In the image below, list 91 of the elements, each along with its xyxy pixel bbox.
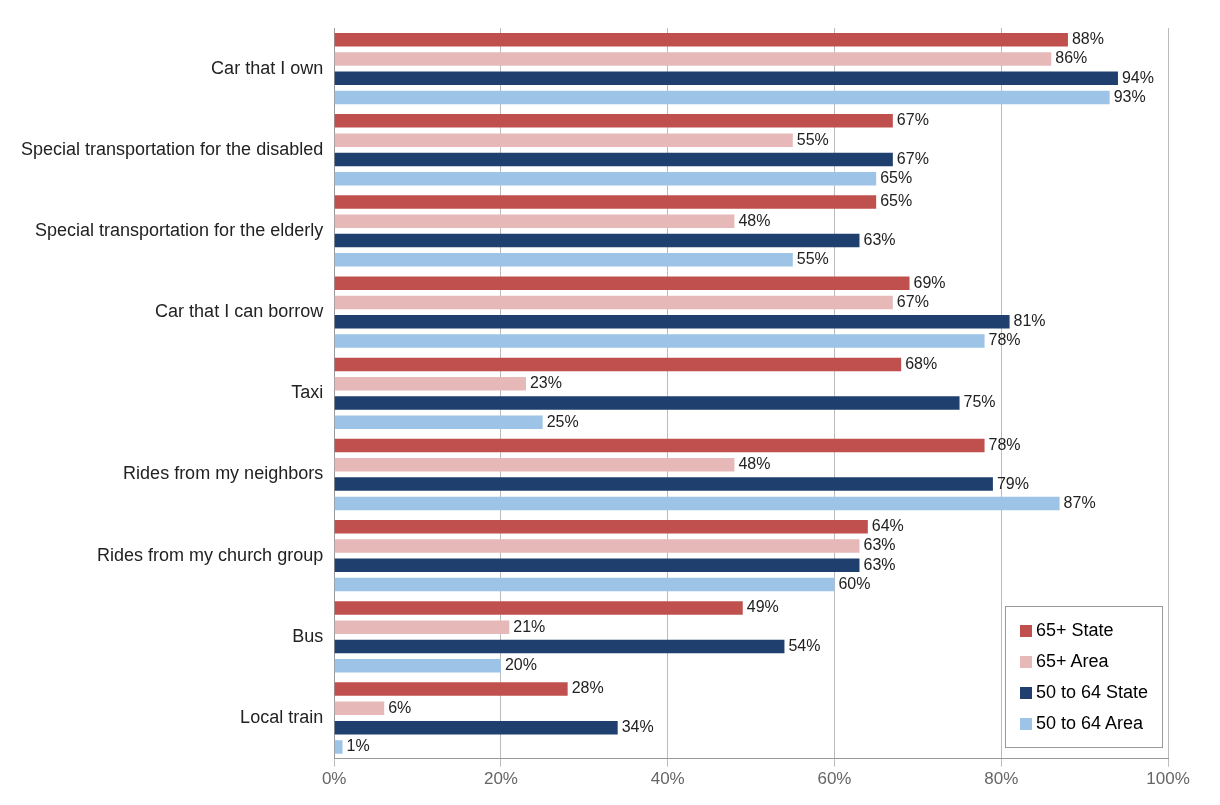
x-tick-label: 60% <box>817 769 852 789</box>
bar <box>334 577 835 592</box>
bar <box>334 620 510 634</box>
data-label: 1% <box>346 737 370 755</box>
data-label: 94% <box>1121 68 1154 86</box>
data-label: 87% <box>1063 493 1096 511</box>
bar <box>334 52 1052 66</box>
data-label: 60% <box>838 574 871 592</box>
bar <box>334 682 568 696</box>
data-label: 69% <box>913 273 946 291</box>
data-label: 75% <box>963 393 996 411</box>
y-tick-label: Car that I can borrow <box>155 301 325 322</box>
bar <box>334 701 385 716</box>
data-label: 63% <box>863 555 896 573</box>
bar <box>334 740 343 754</box>
data-label: 88% <box>1071 30 1104 48</box>
bar <box>334 601 743 615</box>
legend-label: 50 to 64 State <box>1035 681 1148 704</box>
data-label: 6% <box>388 698 412 716</box>
bar <box>334 357 902 372</box>
bar <box>334 376 526 391</box>
bar <box>334 539 860 553</box>
bar <box>334 396 960 410</box>
bar <box>334 519 868 534</box>
data-label: 21% <box>513 617 546 635</box>
bar <box>334 233 860 248</box>
legend-label: 65+ Area <box>1035 650 1109 673</box>
data-label: 64% <box>871 517 904 535</box>
bar <box>334 253 793 267</box>
data-label: 63% <box>863 230 896 248</box>
x-tick-label: 100% <box>1146 769 1190 789</box>
data-label: 54% <box>788 636 821 654</box>
data-label: 68% <box>905 354 938 372</box>
data-label: 67% <box>896 292 929 310</box>
y-tick-label: Car that I own <box>211 57 324 78</box>
bar <box>334 496 1060 511</box>
data-label: 81% <box>1013 312 1046 330</box>
bar <box>334 438 985 453</box>
x-tick-label: 0% <box>321 769 347 789</box>
x-tick-label: 40% <box>650 769 685 789</box>
bar <box>334 195 877 209</box>
data-label: 78% <box>988 331 1021 349</box>
data-label: 23% <box>529 374 562 392</box>
bar <box>334 32 1068 47</box>
x-tick-label: 20% <box>483 769 518 789</box>
y-tick-label: Local train <box>240 706 324 727</box>
data-label: 63% <box>863 536 896 554</box>
data-label: 55% <box>796 250 829 268</box>
y-tick-label: Rides from my church group <box>97 544 324 565</box>
legend-label: 50 to 64 Area <box>1035 712 1143 735</box>
data-label: 25% <box>546 412 579 430</box>
bar <box>334 659 501 673</box>
data-label: 20% <box>504 656 537 674</box>
bar <box>334 558 860 573</box>
bar <box>334 171 877 186</box>
data-label: 65% <box>880 192 913 210</box>
data-label: 86% <box>1055 49 1088 67</box>
bar <box>334 133 793 147</box>
data-label: 28% <box>571 679 604 697</box>
bar <box>334 152 893 167</box>
data-label: 48% <box>738 211 771 229</box>
bar <box>334 276 910 290</box>
data-label: 34% <box>621 718 654 736</box>
data-label: 79% <box>996 474 1029 492</box>
legend-label: 65+ State <box>1035 619 1114 642</box>
bar <box>334 720 618 735</box>
bar <box>334 415 543 429</box>
bar <box>334 114 893 128</box>
bar <box>334 214 735 229</box>
bar <box>334 334 985 348</box>
data-label: 55% <box>796 130 829 148</box>
bar <box>334 315 1010 329</box>
data-label: 48% <box>738 455 771 473</box>
bar <box>334 90 1110 105</box>
y-tick-label: Taxi <box>291 382 324 403</box>
data-label: 93% <box>1113 87 1146 105</box>
y-tick-label: Special transportation for the elderly <box>35 219 324 240</box>
data-label: 67% <box>896 149 929 167</box>
data-label: 65% <box>880 169 913 187</box>
x-tick-label: 80% <box>984 769 1019 789</box>
bar <box>334 458 735 472</box>
y-tick-label: Rides from my neighbors <box>123 463 324 484</box>
bar <box>334 295 893 310</box>
bar <box>334 639 785 654</box>
y-tick-label: Bus <box>292 625 324 646</box>
data-label: 67% <box>896 111 929 129</box>
data-label: 78% <box>988 435 1021 453</box>
data-label: 49% <box>746 598 779 616</box>
bar <box>334 71 1118 85</box>
bar <box>334 477 993 491</box>
y-tick-label: Special transportation for the disabled <box>21 138 324 159</box>
